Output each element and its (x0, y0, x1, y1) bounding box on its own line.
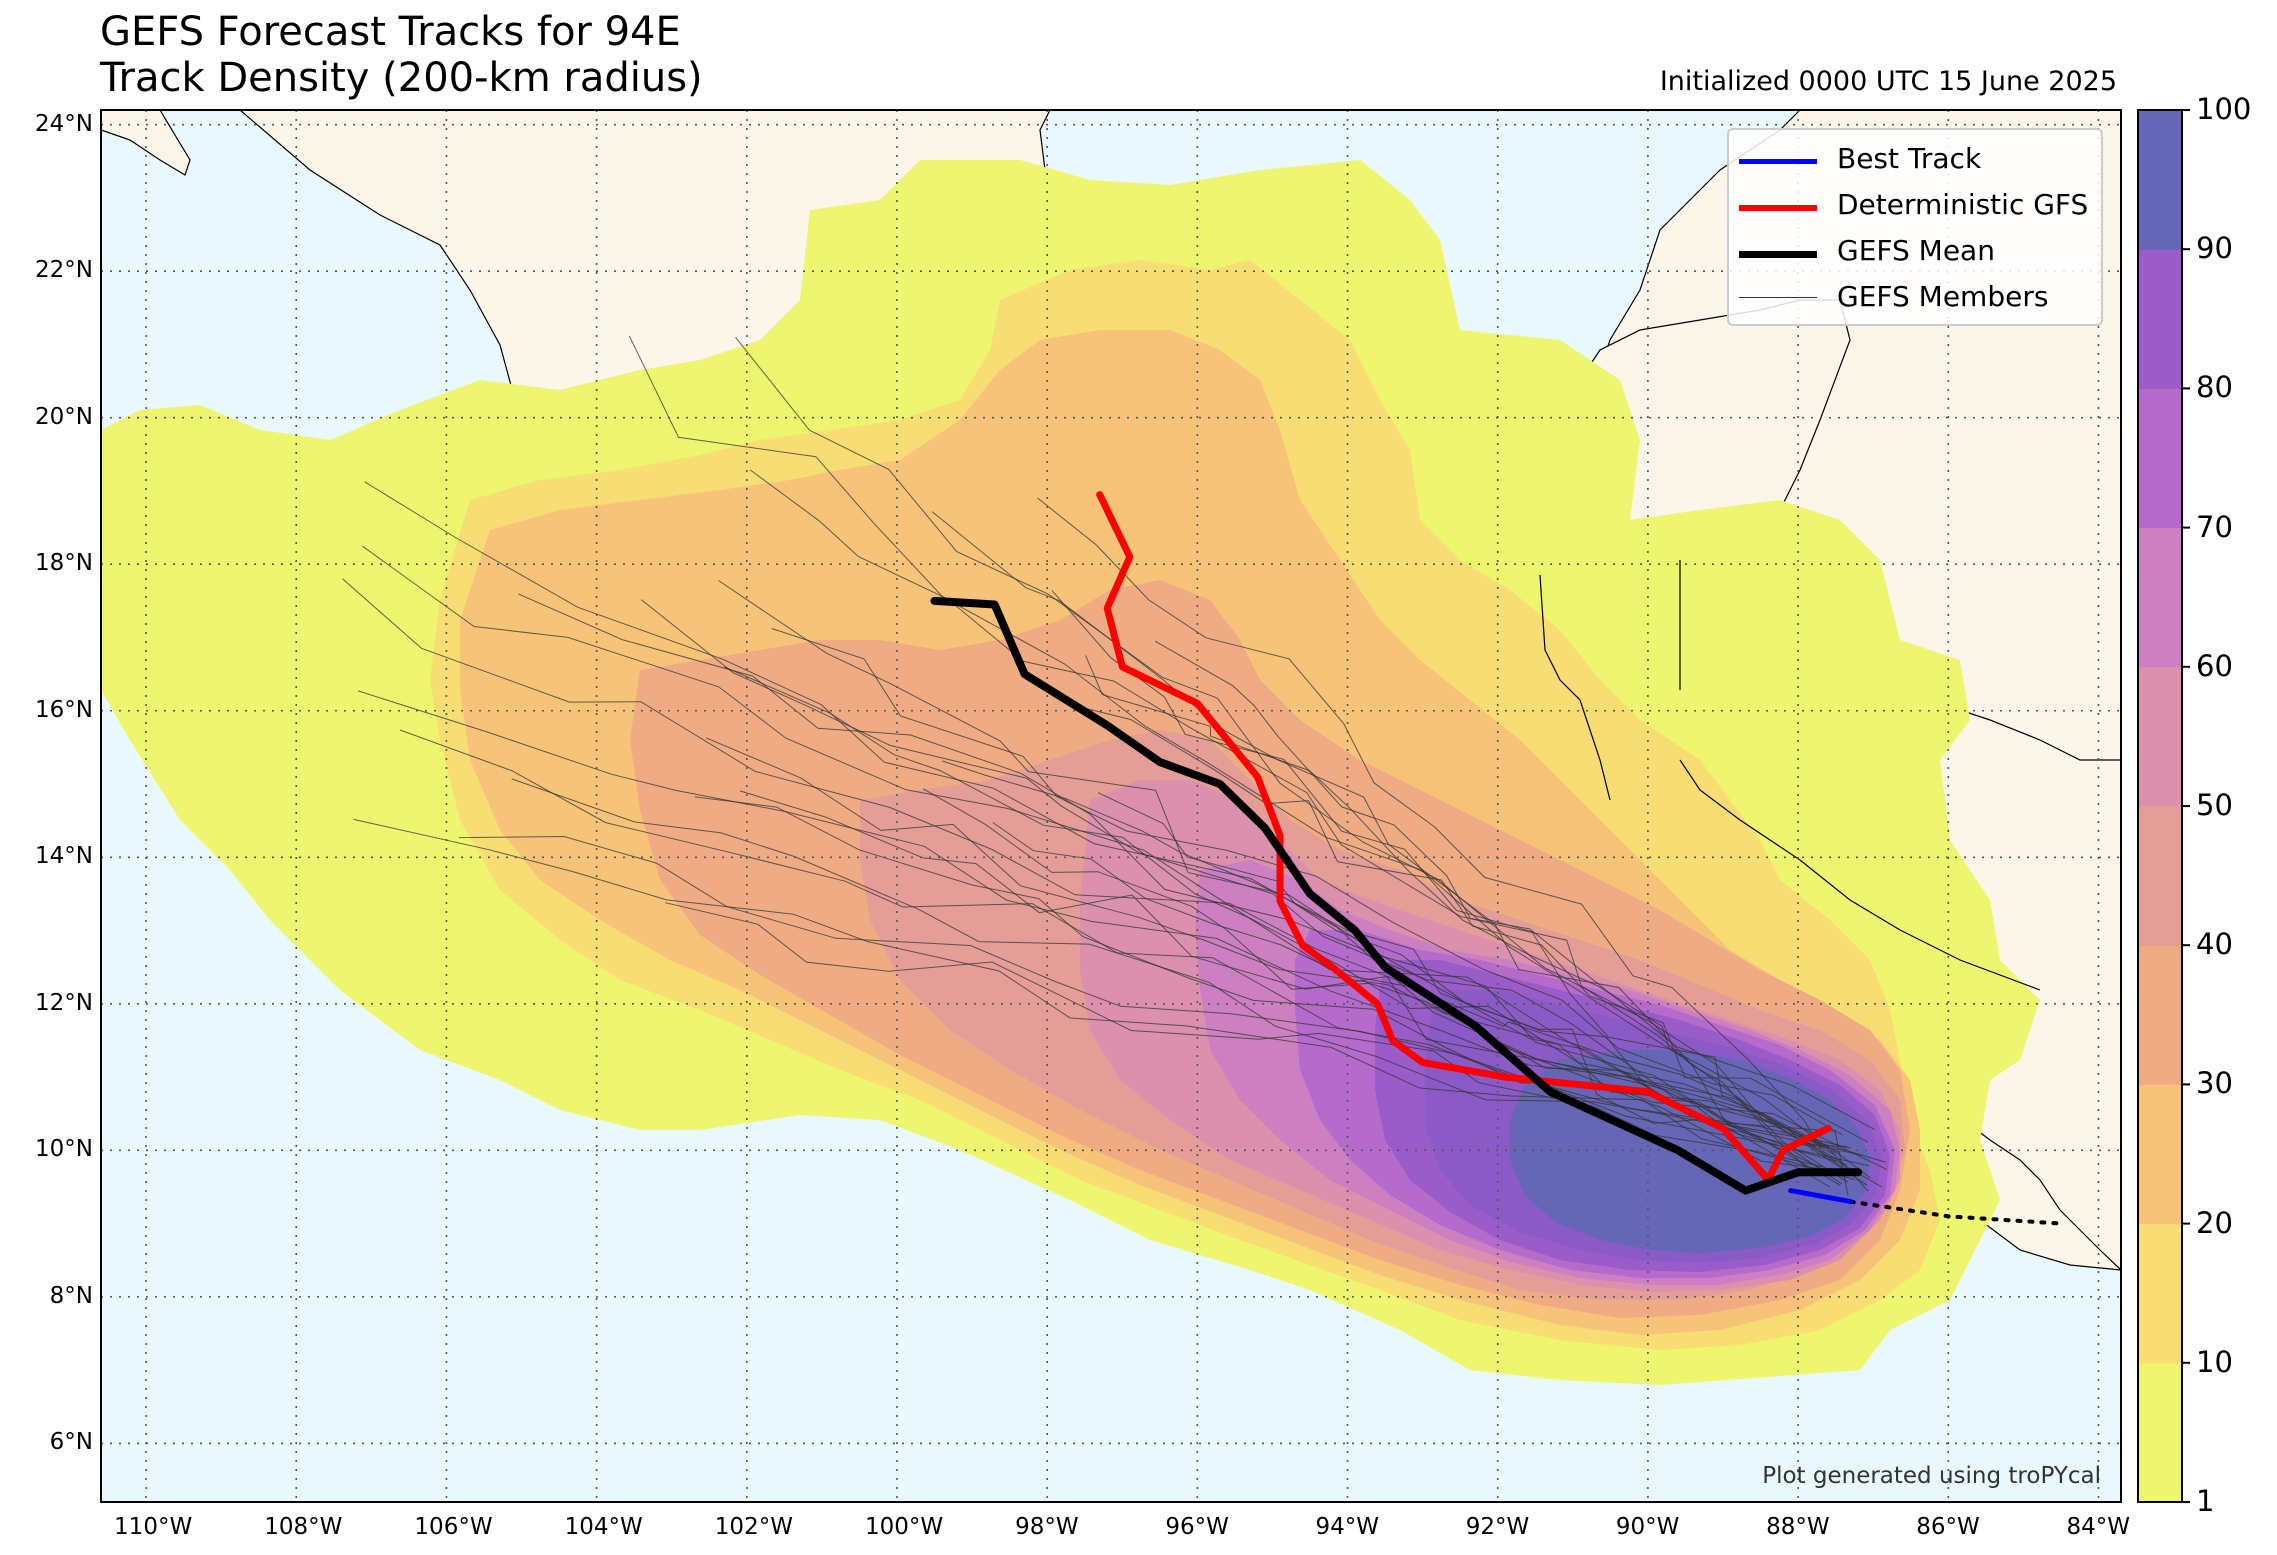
gefs-member-track (1037, 497, 1826, 1157)
gefs-member-track (771, 628, 1843, 1136)
credit-label: Plot generated using troPYcal (1762, 1463, 2101, 1489)
country-borders (1539, 560, 2041, 991)
deterministic-gfs-track (1096, 491, 1832, 1184)
colorbar-segment (2138, 388, 2182, 529)
colorbar-tick-label: 10 (2196, 1344, 2233, 1379)
lon-tick-label: 92°W (1465, 1514, 1530, 1540)
gefs-member-track (640, 599, 1845, 1170)
colorbar-tick-label: 40 (2196, 927, 2233, 962)
colorbar-segment (2138, 806, 2182, 946)
colorbar-segment (2138, 1362, 2182, 1503)
gefs-member-track (357, 690, 1841, 1154)
lon-tick-label: 96°W (1165, 1514, 1229, 1540)
colorbar (2137, 109, 2190, 1503)
colorbar-tick-label: 90 (2196, 231, 2233, 266)
colorbar-segment (2138, 1084, 2182, 1225)
gefs-member-track (511, 778, 1849, 1183)
colorbar-segment (2138, 945, 2182, 1085)
lat-tick-label: 16°N (35, 696, 93, 723)
gefs-member-track (1085, 655, 1869, 1192)
lon-tick-label: 84°W (2066, 1514, 2130, 1540)
forecast-tracks (930, 491, 2063, 1226)
lon-tick-label: 90°W (1615, 1514, 1680, 1540)
legend-item-best-track: Best Track (1729, 140, 2101, 180)
gefs-member-track (922, 788, 1886, 1163)
lon-tick-label: 104°W (564, 1514, 643, 1540)
legend-label: GEFS Members (1837, 280, 2049, 313)
legend-item-deterministic-gfs: Deterministic GFS (1729, 186, 2101, 226)
legend-swatch-deterministic-gfs (1739, 205, 1817, 211)
best-track-forecast-dotted (1848, 1199, 2063, 1226)
lat-tick-label: 10°N (35, 1136, 93, 1163)
gefs-member-track (942, 760, 1827, 1171)
gefs-member-track (665, 902, 1856, 1181)
legend-swatch-gefs-mean (1739, 251, 1817, 258)
lat-tick-label: 6°N (49, 1429, 93, 1456)
colorbar-tick-label: 70 (2196, 509, 2233, 544)
lon-tick-label: 102°W (714, 1514, 793, 1540)
gefs-member-track (1097, 792, 1842, 1185)
title-line-1: GEFS Forecast Tracks for 94E (100, 9, 681, 55)
gefs-member-track (735, 336, 1883, 1188)
border-nicaragua (1799, 859, 2041, 991)
lon-tick-label: 94°W (1315, 1514, 1380, 1540)
border-honduras (1679, 759, 1801, 861)
lon-tick-label: 88°W (1766, 1514, 1830, 1540)
colorbar-tick-label: 20 (2196, 1205, 2233, 1240)
title-line-2: Track Density (200-km radius) (100, 55, 703, 101)
lat-tick-label: 24°N (35, 110, 93, 137)
lat-tick-label: 8°N (49, 1282, 93, 1309)
gefs-member-track (364, 481, 1841, 1186)
lon-tick-label: 98°W (1015, 1514, 1079, 1540)
lon-tick-label: 106°W (414, 1514, 493, 1540)
colorbar-tick-label: 60 (2196, 648, 2233, 683)
lat-tick-label: 20°N (35, 403, 93, 430)
land-north-mexico (101, 110, 191, 176)
lat-tick-label: 14°N (35, 843, 93, 870)
gefs-member-track (362, 545, 1838, 1163)
best-track (1788, 1188, 1854, 1205)
colorbar-tick-label: 1 (2196, 1484, 2215, 1518)
colorbar-tick-label: 30 (2196, 1066, 2233, 1101)
gefs-member-track (628, 335, 1868, 1186)
lat-tick-label: 12°N (35, 989, 93, 1016)
colorbar-segment (2138, 527, 2182, 668)
gefs-member-track (1051, 590, 1871, 1179)
legend-swatch-gefs-members (1739, 297, 1817, 298)
plot-frame (100, 109, 2122, 1503)
lon-tick-label: 100°W (864, 1514, 944, 1540)
legend-label: GEFS Mean (1837, 234, 1995, 267)
gefs-member-track (1083, 707, 1869, 1143)
border-guatemala-mexico (1539, 574, 1611, 801)
legend-item-gefs-members: GEFS Members (1729, 278, 2101, 318)
legend: Best Track Deterministic GFS GEFS Mean G… (1727, 128, 2103, 326)
gefs-member-track (518, 593, 1862, 1156)
gefs-mean-track (930, 596, 1863, 1195)
gefs-member-tracks (342, 335, 1888, 1196)
lon-tick-label: 110°W (114, 1514, 193, 1540)
gefs-member-track (399, 729, 1851, 1149)
colorbar-tick-label: 50 (2196, 788, 2233, 822)
initialized-label: Initialized 0000 UTC 15 June 2025 (1659, 66, 2117, 97)
legend-item-gefs-mean: GEFS Mean (1729, 232, 2101, 272)
legend-swatch-best-track (1739, 159, 1817, 164)
gefs-member-track (458, 835, 1870, 1167)
colorbar-segment (2138, 249, 2182, 389)
lat-tick-label: 18°N (35, 550, 93, 577)
lon-tick-label: 108°W (264, 1514, 343, 1540)
lat-tick-label: 22°N (35, 257, 93, 284)
gefs-member-track (749, 469, 1876, 1131)
colorbar-segment (2138, 1223, 2182, 1364)
colorbar-segment (2138, 666, 2182, 807)
colorbar-tick-label: 80 (2196, 370, 2233, 405)
gefs-member-track (353, 818, 1823, 1168)
lon-tick-label: 86°W (1916, 1514, 1980, 1540)
legend-label: Best Track (1837, 142, 1982, 175)
legend-label: Deterministic GFS (1837, 188, 2089, 221)
colorbar-tick-label: 100 (2196, 92, 2252, 126)
colorbar-segment (2138, 110, 2182, 250)
